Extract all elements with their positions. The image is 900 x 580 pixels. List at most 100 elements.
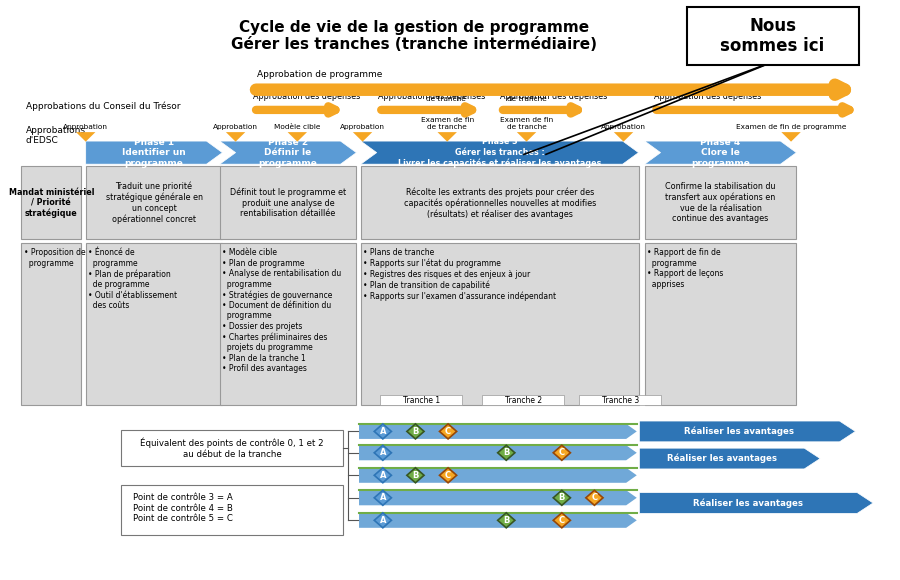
Text: B: B	[559, 494, 565, 502]
Bar	[220, 166, 356, 239]
Text: Modèle cible: Modèle cible	[274, 124, 320, 129]
Polygon shape	[498, 513, 515, 528]
Text: C: C	[591, 494, 598, 502]
Text: • Proposition de
  programme: • Proposition de programme	[24, 248, 86, 268]
Polygon shape	[639, 448, 820, 469]
Bar	[644, 242, 796, 405]
Text: C: C	[445, 427, 451, 436]
Polygon shape	[437, 132, 457, 142]
Polygon shape	[76, 132, 95, 142]
Polygon shape	[639, 492, 873, 513]
Bar	[86, 166, 222, 239]
Text: Nous
sommes ici: Nous sommes ici	[720, 17, 824, 56]
Text: Approbation: Approbation	[601, 124, 646, 129]
Text: Examen de fin de programme: Examen de fin de programme	[736, 124, 846, 129]
Text: Approbation des dépenses: Approbation des dépenses	[378, 91, 486, 101]
Text: B: B	[503, 516, 509, 525]
Polygon shape	[374, 490, 392, 505]
Text: Approbation des dépenses: Approbation des dépenses	[253, 91, 361, 101]
Text: A: A	[380, 494, 386, 502]
Bar	[220, 242, 356, 405]
Polygon shape	[353, 132, 373, 142]
Polygon shape	[359, 513, 637, 528]
Polygon shape	[226, 132, 246, 142]
Polygon shape	[359, 490, 637, 505]
Polygon shape	[407, 424, 424, 439]
Polygon shape	[374, 424, 392, 439]
Text: Examen de fin
de tranche: Examen de fin de tranche	[500, 89, 554, 102]
Polygon shape	[498, 445, 515, 461]
Text: C: C	[559, 448, 565, 457]
Text: Définit tout le programme et
produit une analyse de
rentabilisation détaillée: Définit tout le programme et produit une…	[230, 188, 346, 218]
Polygon shape	[374, 468, 392, 483]
Text: Approbation: Approbation	[213, 124, 258, 129]
Text: • Modèle cible
• Plan de programme
• Analyse de rentabilisation du
  programme
•: • Modèle cible • Plan de programme • Ana…	[222, 248, 342, 373]
Bar	[361, 242, 638, 405]
Polygon shape	[639, 421, 855, 442]
Text: Phase 3
Gérer les tranches :
Livrer les capacités et réaliser les avantages: Phase 3 Gérer les tranches : Livrer les …	[398, 137, 601, 168]
Text: B: B	[503, 448, 509, 457]
Polygon shape	[554, 513, 571, 528]
Polygon shape	[439, 468, 456, 483]
Text: Tranche 3: Tranche 3	[602, 396, 639, 405]
Bar	[644, 166, 796, 239]
Text: Approbation: Approbation	[63, 124, 108, 129]
Text: Phase 1
Identifier un
programme: Phase 1 Identifier un programme	[122, 137, 186, 168]
Text: Équivalent des points de contrôle 0, 1 et 2
au début de la tranche: Équivalent des points de contrôle 0, 1 e…	[140, 438, 324, 459]
Text: A: A	[380, 516, 386, 525]
Polygon shape	[374, 445, 392, 461]
Text: C: C	[559, 516, 565, 525]
Text: • Rapport de fin de
  programme
• Rapport de leçons
  apprises: • Rapport de fin de programme • Rapport …	[647, 248, 724, 289]
Polygon shape	[359, 424, 637, 439]
Bar	[580, 395, 662, 405]
Text: Réaliser les avantages: Réaliser les avantages	[685, 427, 795, 436]
Polygon shape	[359, 468, 637, 483]
Polygon shape	[439, 424, 456, 439]
Polygon shape	[586, 490, 603, 505]
Text: Approbations du Conseil du Trésor: Approbations du Conseil du Trésor	[26, 102, 180, 111]
Polygon shape	[554, 445, 571, 461]
FancyBboxPatch shape	[687, 7, 859, 65]
Text: Récolte les extrants des projets pour créer des
capacités opérationnelles nouvel: Récolte les extrants des projets pour cr…	[403, 187, 596, 219]
Text: Confirme la stabilisation du
transfert aux opérations en
vue de la réalisation
c: Confirme la stabilisation du transfert a…	[665, 183, 776, 223]
Text: Traduit une priorité
stratégique générale en
un concept
opérationnel concret: Traduit une priorité stratégique général…	[105, 182, 202, 224]
Text: Approbations
d'EDSC: Approbations d'EDSC	[26, 126, 86, 145]
Text: Phase 4
Clore le
programme: Phase 4 Clore le programme	[691, 137, 750, 168]
Text: A: A	[380, 427, 386, 436]
Bar	[22, 166, 81, 239]
Text: Point de contrôle 3 = A
Point de contrôle 4 = B
Point de contrôle 5 = C: Point de contrôle 3 = A Point de contrôl…	[133, 493, 233, 523]
Polygon shape	[361, 141, 638, 164]
Polygon shape	[86, 141, 222, 164]
Text: Approbation de programme: Approbation de programme	[256, 70, 382, 79]
Bar	[121, 484, 343, 535]
Bar	[482, 395, 564, 405]
Text: Mandat ministériel
/ Priorité
stratégique: Mandat ministériel / Priorité stratégiqu…	[9, 188, 94, 218]
Text: • Énoncé de
  programme
• Plan de préparation
  de programme
• Outil d'établisse: • Énoncé de programme • Plan de préparat…	[88, 248, 177, 310]
Polygon shape	[781, 132, 801, 142]
Text: Cycle de vie de la gestion de programme: Cycle de vie de la gestion de programme	[238, 20, 589, 35]
Polygon shape	[407, 468, 424, 483]
Text: Approbation des dépenses: Approbation des dépenses	[653, 91, 760, 101]
Text: A: A	[380, 471, 386, 480]
Text: Réaliser les avantages: Réaliser les avantages	[667, 454, 777, 463]
Polygon shape	[554, 490, 571, 505]
Bar	[86, 242, 222, 405]
Text: C: C	[445, 471, 451, 480]
Bar	[361, 166, 638, 239]
Polygon shape	[220, 141, 356, 164]
Text: Examen de fin
de tranche: Examen de fin de tranche	[420, 117, 473, 129]
Text: A: A	[380, 448, 386, 457]
Polygon shape	[517, 132, 536, 142]
Text: Réaliser les avantages: Réaliser les avantages	[693, 498, 804, 508]
Bar	[22, 242, 81, 405]
Text: Examen de fin
de tranche: Examen de fin de tranche	[500, 117, 554, 129]
Text: Tranche 1: Tranche 1	[402, 396, 440, 405]
Text: Examen de fin
de tranche: Examen de fin de tranche	[419, 89, 472, 102]
Polygon shape	[288, 132, 307, 142]
Bar	[380, 395, 463, 405]
Polygon shape	[359, 445, 637, 461]
Polygon shape	[614, 132, 634, 142]
Text: Gérer les tranches (tranche intermédiaire): Gérer les tranches (tranche intermédiair…	[230, 37, 597, 52]
Text: B: B	[412, 471, 418, 480]
Text: Tranche 2: Tranche 2	[505, 396, 542, 405]
